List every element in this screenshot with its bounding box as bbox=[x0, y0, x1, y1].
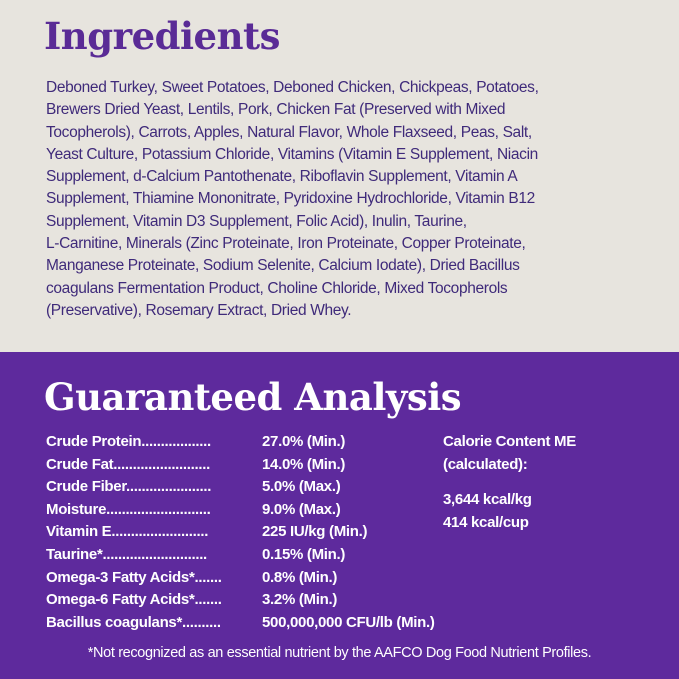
analysis-row: Vitamin E......................... 225 IU… bbox=[46, 521, 435, 544]
calorie-per-cup: 414 kcal/cup bbox=[443, 513, 529, 531]
analysis-value: 5.0% (Max.) bbox=[262, 478, 341, 496]
analysis-row: Crude Protein.................. 27.0% (Mi… bbox=[46, 431, 435, 454]
analysis-label: Vitamin E......................... bbox=[46, 523, 209, 541]
analysis-label: Omega-6 Fatty Acids*....... bbox=[46, 591, 222, 609]
analysis-table: Crude Protein.................. 27.0% (Mi… bbox=[46, 431, 435, 634]
ingredients-list: Deboned Turkey, Sweet Potatoes, Deboned … bbox=[46, 77, 539, 322]
calorie-heading: Calorie Content ME bbox=[443, 433, 576, 450]
ingredients-line: Supplement, d-Calcium Pantothenate, Ribo… bbox=[46, 168, 518, 186]
analysis-value: 9.0% (Max.) bbox=[262, 500, 341, 518]
ingredients-line: Brewers Dried Yeast, Lentils, Pork, Chic… bbox=[46, 101, 506, 119]
analysis-label: Crude Protein.................. bbox=[46, 433, 211, 450]
ingredients-line: Tocopherols), Carrots, Apples, Natural F… bbox=[46, 123, 532, 141]
analysis-value: 14.0% (Min.) bbox=[262, 455, 346, 473]
guaranteed-analysis-title: Guaranteed Analysis bbox=[44, 375, 462, 419]
analysis-row: Bacillus coagulans*.......... 500,000,000… bbox=[46, 612, 435, 635]
analysis-row: Omega-3 Fatty Acids*....... 0.8% (Min.) bbox=[46, 567, 435, 590]
analysis-row: Crude Fat......................... 14.0% … bbox=[46, 454, 435, 477]
analysis-label: Taurine*........................... bbox=[46, 545, 207, 563]
guaranteed-analysis-panel bbox=[0, 352, 679, 679]
ingredients-line: Supplement, Vitamin D3 Supplement, Folic… bbox=[46, 212, 467, 230]
calorie-per-kg: 3,644 kcal/kg bbox=[443, 491, 532, 509]
analysis-row: Taurine*........................... 0.15%… bbox=[46, 544, 435, 567]
ingredients-line: Manganese Proteinate, Sodium Selenite, C… bbox=[46, 257, 520, 275]
ingredients-line: L-Carnitine, Minerals (Zinc Proteinate, … bbox=[46, 235, 526, 253]
analysis-label: Crude Fiber...................... bbox=[46, 478, 212, 496]
ingredients-line: Supplement, Thiamine Mononitrate, Pyrido… bbox=[46, 190, 535, 208]
calorie-content: Calorie Content ME (calculated): 3,644 k… bbox=[443, 431, 576, 534]
analysis-row: Moisture........................... 9.0% … bbox=[46, 499, 435, 522]
analysis-value: 3.2% (Min.) bbox=[262, 591, 338, 609]
analysis-row: Omega-6 Fatty Acids*....... 3.2% (Min.) bbox=[46, 589, 435, 612]
ingredients-title: Ingredients bbox=[44, 14, 280, 58]
ingredients-line: Yeast Culture, Potassium Chloride, Vitam… bbox=[46, 145, 538, 163]
ingredients-line: (Preservative), Rosemary Extract, Dried … bbox=[46, 301, 352, 319]
analysis-value: 0.8% (Min.) bbox=[262, 568, 338, 586]
calorie-heading-note: (calculated): bbox=[443, 455, 528, 473]
footnote: *Not recognized as an essential nutrient… bbox=[87, 645, 592, 661]
analysis-label: Omega-3 Fatty Acids*....... bbox=[46, 568, 222, 586]
analysis-value: 27.0% (Min.) bbox=[262, 433, 346, 450]
analysis-value: 225 IU/kg (Min.) bbox=[262, 523, 368, 541]
ingredients-line: Deboned Turkey, Sweet Potatoes, Deboned … bbox=[46, 79, 539, 96]
analysis-value: 0.15% (Min.) bbox=[262, 545, 346, 563]
ingredients-panel bbox=[0, 0, 679, 352]
analysis-label: Bacillus coagulans*.......... bbox=[46, 613, 221, 631]
analysis-value: 500,000,000 CFU/lb (Min.) bbox=[262, 613, 435, 631]
analysis-row: Crude Fiber...................... 5.0% (M… bbox=[46, 476, 435, 499]
analysis-label: Crude Fat......................... bbox=[46, 455, 210, 473]
ingredients-line: coagulans Fermentation Product, Choline … bbox=[46, 279, 508, 297]
analysis-label: Moisture........................... bbox=[46, 500, 211, 518]
